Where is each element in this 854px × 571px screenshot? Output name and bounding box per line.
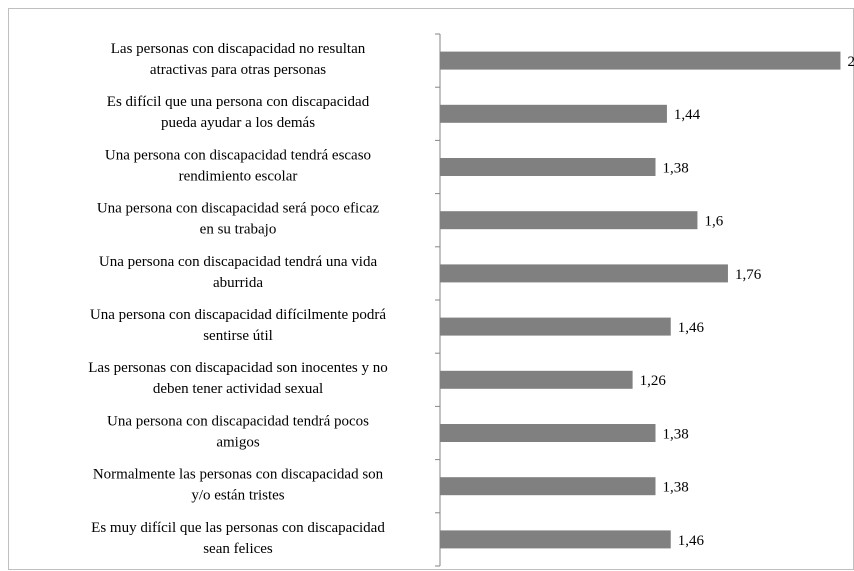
category-label: atractivas para otras personas [150,62,326,78]
category-label: rendimiento escolar [179,168,298,184]
value-label: 1,6 [704,214,723,230]
value-label: 2,35 [847,54,854,70]
bar [440,530,671,549]
category-label: Las personas con discapacidad son inocen… [88,360,388,376]
category-label: pueda ayudar a los demás [161,115,315,131]
category-label: Una persona con discapacidad tendrá esca… [105,147,371,163]
category-label: Una persona con discapacidad será poco e… [97,201,380,217]
value-label: 1,44 [674,107,701,123]
value-label: 1,38 [662,160,688,176]
category-label: Una persona con discapacidad tendrá poco… [107,413,369,429]
value-label: 1,38 [662,426,688,442]
bar [440,370,633,389]
bar [440,158,656,176]
category-label: aburrida [213,275,263,291]
category-label: Es muy difícil que las personas con disc… [91,520,385,536]
bar [440,211,698,230]
category-label: amigos [216,434,259,450]
value-label: 1,38 [662,480,688,496]
bar [440,51,841,70]
value-label: 1,26 [640,373,667,389]
category-label: sentirse útil [203,328,273,344]
bar [440,264,728,283]
category-label: Normalmente las personas con discapacida… [93,467,384,483]
bar [440,317,671,336]
bar [440,477,656,496]
category-label: en su trabajo [200,222,277,238]
bar [440,104,667,123]
category-label: Una persona con discapacidad tendrá una … [99,254,378,270]
value-label: 1,46 [678,533,705,549]
category-label: Las personas con discapacidad no resulta… [111,41,366,57]
category-label: deben tener actividad sexual [153,381,323,397]
category-label: Es difícil que una persona con discapaci… [107,94,370,110]
category-label: sean felices [203,541,273,557]
category-label: y/o están tristes [191,488,284,504]
chart-frame [8,8,854,570]
value-label: 1,46 [678,320,705,336]
category-label: Una persona con discapacidad difícilment… [90,307,386,323]
bar [440,424,656,442]
value-label: 1,76 [735,267,762,283]
